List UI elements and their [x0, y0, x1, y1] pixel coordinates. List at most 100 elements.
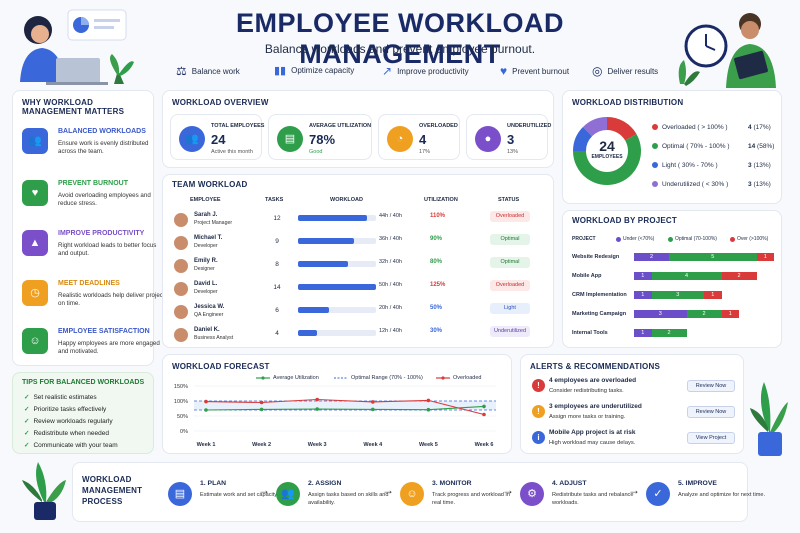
project-name: Marketing Campaign — [572, 311, 627, 317]
project-row: CRM Implementation 1 3 1 — [572, 290, 777, 304]
data-point — [482, 412, 486, 417]
clock-icon: ◷ — [22, 280, 48, 306]
why-title: WHY WORKLOAD MANAGEMENT MATTERS — [22, 98, 125, 116]
data-point — [315, 397, 319, 402]
table-row: David L. Developer 14 50h / 40h 125% Overload… — [172, 279, 550, 301]
stat-average-utilization: ▤ AVERAGE UTILIZATION 78% Good — [268, 114, 372, 160]
project-segment-over: 1 — [756, 253, 774, 261]
table-row: Michael T. Developer 9 36h / 40h 90% Optimal — [172, 233, 550, 255]
process-title: WORKLOAD MANAGEMENT PROCESS — [82, 475, 143, 507]
stat-overloaded: ◔ OVERLOADED 4 17% — [378, 114, 460, 160]
forecast-legend-optimal: Optimal Range (70% - 100%) — [334, 375, 423, 381]
avatar — [174, 282, 188, 296]
employee-role: Designer — [194, 266, 215, 272]
arrow-right-icon: → — [628, 483, 640, 497]
data-point — [204, 408, 208, 412]
distribution-legend-item: Underutilized ( < 30% ) 3 (13%) — [652, 181, 778, 188]
status-badge: Light — [490, 303, 530, 314]
workload-hours: 32h / 40h — [379, 259, 402, 265]
optimal-range-band — [194, 401, 496, 410]
info-icon: i — [532, 431, 545, 444]
y-tick-label: 50% — [177, 414, 188, 420]
project-segment-optimal: 2 — [651, 329, 687, 337]
task-count: 12 — [273, 215, 281, 222]
series-line-overloaded — [205, 398, 485, 416]
distribution-donut — [573, 117, 641, 185]
project-name: Internal Tools — [572, 330, 608, 336]
avatar — [174, 328, 188, 342]
project-segment-under: 1 — [634, 329, 652, 337]
legend-pct: (58%) — [757, 143, 775, 150]
employee-name: Jessica W. — [194, 304, 225, 310]
project-name: Website Redesign — [572, 254, 620, 260]
project-segment-over: 1 — [721, 310, 739, 318]
data-point — [426, 398, 431, 403]
workload-bar — [298, 330, 376, 336]
heart-icon: ♥ — [22, 180, 48, 206]
woman-laptop-illustration — [20, 9, 134, 85]
tips-title: TIPS FOR BALANCED WORKLOADS — [22, 379, 145, 386]
feature-balance-work: ⚖ Balance work — [176, 64, 240, 78]
page-subtitle: Balance workloads and prevent employee b… — [264, 42, 536, 56]
legend-dot — [616, 236, 621, 242]
legend-dot — [652, 143, 658, 150]
users-icon: 👥 — [22, 128, 48, 154]
legend-dot — [652, 124, 658, 131]
monitor-icon: ☺ — [400, 482, 424, 506]
check-icon: ✓ — [24, 430, 30, 437]
status-badge: Optimal — [490, 234, 530, 245]
x-tick-label: Week 4 — [363, 442, 383, 448]
employee-role: QA Engineer — [194, 312, 224, 318]
distribution-legend-item: Overloaded ( > 100% ) 4 (17%) — [652, 124, 778, 131]
workload-bar — [298, 261, 376, 267]
project-row: Mobile App 1 4 2 — [572, 271, 777, 285]
col-header-tasks: TASKS — [265, 197, 284, 203]
y-tick-label: 150% — [174, 384, 188, 390]
col-header-workload: WORKLOAD — [330, 197, 363, 203]
project-segment-optimal: 2 — [686, 310, 722, 318]
users-icon: 👥 — [276, 482, 300, 506]
legend-count: 4 — [748, 124, 752, 131]
project-segment-over: 1 — [704, 291, 722, 299]
employee-name: Daniel K. — [194, 327, 220, 333]
data-point — [426, 407, 431, 412]
growth-chart-icon: ▲ — [22, 230, 48, 256]
gauge-icon: ◔ — [387, 126, 413, 152]
table-row: Daniel K. Business Analyst 4 12h / 40h 30% Un… — [172, 325, 550, 347]
y-tick-label: 100% — [174, 399, 188, 405]
arrow-right-icon: → — [382, 483, 394, 497]
task-count: 14 — [273, 284, 281, 291]
donut-center: 24 EMPLOYEES — [591, 138, 623, 160]
workload-bar — [298, 307, 376, 313]
legend-dot — [652, 181, 658, 188]
projects-col-label: PROJECT — [572, 236, 596, 242]
task-count: 6 — [275, 307, 279, 314]
status-badge: Underutilized — [490, 326, 530, 337]
trend-up-icon: ↗ — [382, 64, 393, 78]
x-tick-label: Week 1 — [197, 442, 216, 448]
person-icon: ● — [475, 126, 501, 152]
status-badge: Overloaded — [490, 211, 530, 222]
legend-count: 3 — [748, 181, 752, 188]
utilization-value: 50% — [430, 305, 443, 311]
tip-item: ✓ Communicate with your team — [24, 442, 118, 449]
data-point — [371, 407, 375, 412]
employee-name: Emily R. — [194, 258, 218, 264]
feature-optimize-capacity: ▮▮ Optimize capacity — [274, 65, 355, 77]
check-icon: ✓ — [24, 406, 30, 413]
employee-name: David L. — [194, 281, 218, 287]
workload-hours: 20h / 40h — [379, 305, 402, 311]
review-now-button[interactable]: Review Now — [687, 406, 735, 418]
employee-role: Project Manager — [194, 220, 233, 226]
review-now-button[interactable]: Review Now — [687, 380, 735, 392]
project-legend-item: Over (>100%) — [730, 236, 768, 242]
man-tablet-illustration — [678, 13, 776, 88]
legend-dot — [652, 162, 658, 169]
data-point — [204, 399, 208, 404]
check-icon: ✓ — [24, 418, 30, 425]
view-project-button[interactable]: View Project — [687, 432, 735, 444]
data-point — [259, 400, 264, 405]
check-icon: ✓ — [24, 442, 30, 449]
